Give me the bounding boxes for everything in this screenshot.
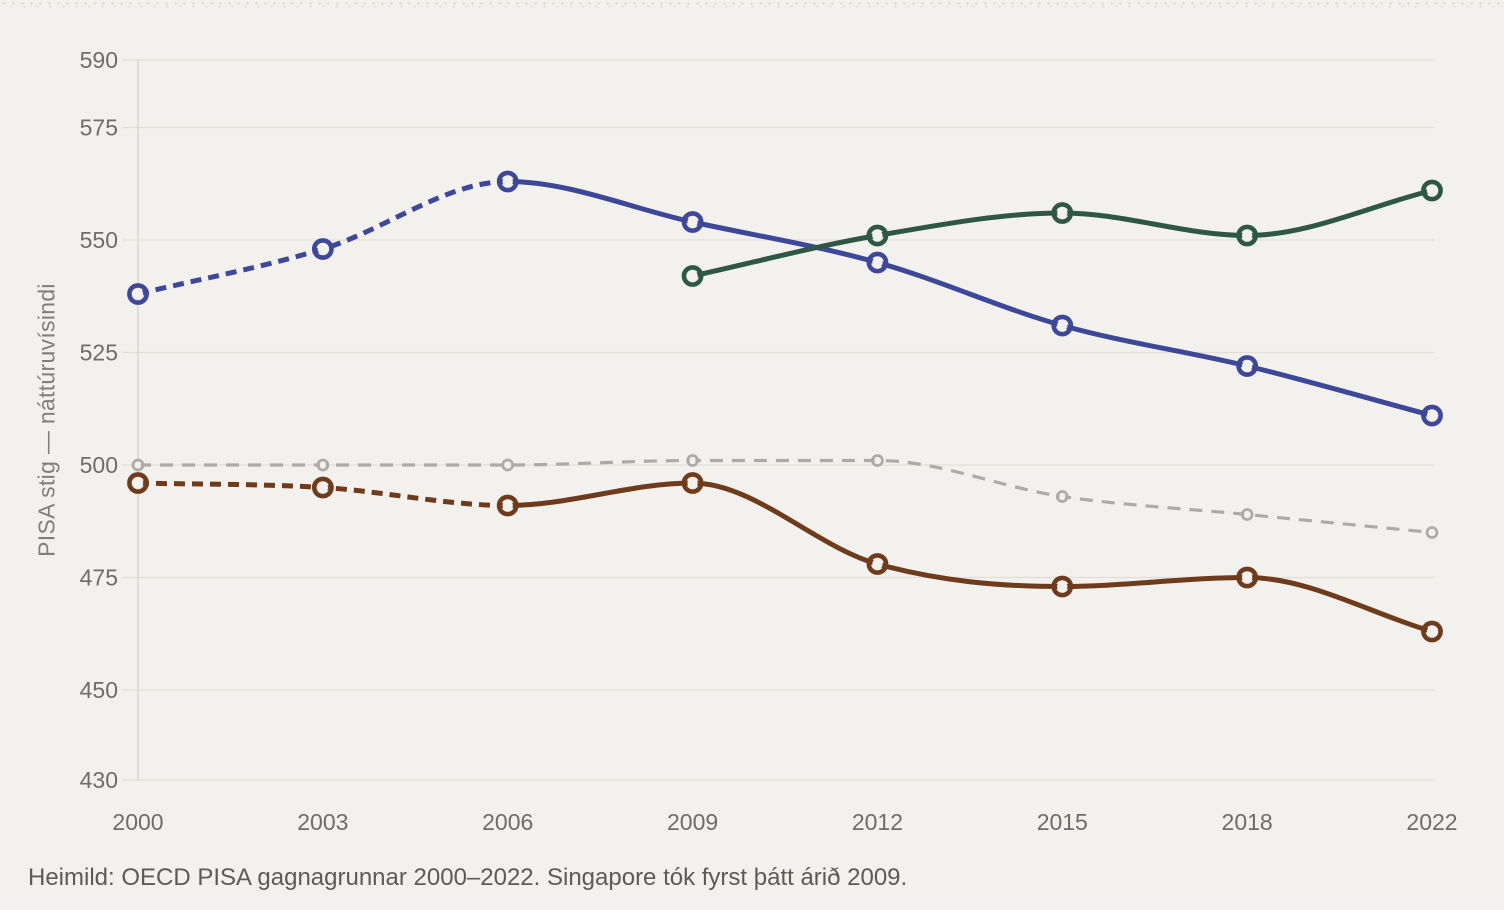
source-note: Heimild: OECD PISA gagnagrunnar 2000–202… — [28, 864, 908, 891]
gray-dashed-line-marker-fill-2006 — [504, 462, 511, 468]
brown-line-solid-segment — [507, 480, 1433, 634]
brown-line-marker-fill-2015 — [1057, 581, 1068, 592]
gray-dashed-line-marker-2003 — [316, 458, 330, 472]
y-tick-label-500: 500 — [80, 452, 118, 478]
brown-line-marker-2018 — [1236, 566, 1259, 589]
x-tick-label-2018: 2018 — [1222, 809, 1273, 835]
gray-dashed-line-marker-2022 — [1425, 526, 1439, 539]
brown-line-marker-2022 — [1421, 620, 1443, 643]
blue-line-marker-fill-2006 — [502, 176, 513, 187]
gray-dashed-line-marker-2009 — [686, 454, 699, 467]
blue-line-marker-2009 — [681, 211, 704, 233]
brown-line-marker-2006 — [496, 494, 519, 517]
blue-line-marker-fill-2009 — [687, 216, 698, 228]
brown-line-marker-fill-2018 — [1241, 572, 1253, 583]
top-dotted-border — [0, 0, 1504, 10]
brown-line-marker-2012 — [866, 553, 889, 575]
y-tick-label-450: 450 — [80, 677, 118, 703]
gray-dashed-line-marker-fill-2009 — [689, 457, 696, 464]
blue-line-marker-fill-2018 — [1241, 360, 1253, 372]
blue-line-marker-2015 — [1051, 314, 1074, 337]
blue-line-marker-2012 — [866, 251, 889, 274]
brown-line-marker-2000 — [127, 472, 149, 494]
gray-dashed-line-marker-2000 — [131, 458, 145, 472]
y-tick-label-550: 550 — [80, 227, 118, 253]
gray-dashed-line-marker-2018 — [1240, 508, 1254, 521]
brown-line-marker-fill-2012 — [872, 558, 883, 570]
green-line-marker-2015 — [1051, 202, 1074, 224]
blue-line-marker-2000 — [127, 283, 149, 305]
blue-line-marker-fill-2015 — [1057, 320, 1068, 331]
brown-line-marker-fill-2003 — [317, 482, 329, 493]
green-line-marker-2022 — [1421, 179, 1443, 202]
blue-line-marker-fill-2012 — [872, 257, 883, 268]
blue-line-marker-2022 — [1421, 404, 1443, 427]
brown-line-marker-2015 — [1051, 575, 1074, 598]
brown-line-marker-fill-2009 — [687, 477, 698, 489]
y-tick-label-525: 525 — [80, 340, 118, 366]
green-line-marker-fill-2022 — [1426, 185, 1438, 196]
gray-dashed-line-dashed-segment — [138, 458, 1433, 535]
gray-dashed-line-marker-fill-2003 — [319, 462, 326, 468]
blue-line-marker-2018 — [1236, 355, 1259, 377]
green-line-marker-fill-2009 — [687, 270, 698, 282]
gray-dashed-line-marker-fill-2015 — [1059, 493, 1066, 500]
blue-line-marker-2003 — [311, 238, 334, 260]
blue-line-marker-fill-2022 — [1426, 410, 1438, 421]
x-tick-label-2015: 2015 — [1037, 809, 1088, 835]
gray-dashed-line-marker-2015 — [1055, 490, 1069, 503]
green-line-marker-2009 — [681, 265, 704, 287]
brown-line-marker-2009 — [681, 472, 704, 494]
x-tick-label-2012: 2012 — [852, 809, 903, 835]
brown-line-marker-fill-2000 — [132, 477, 144, 489]
green-line-marker-2012 — [866, 224, 889, 247]
x-tick-label-2003: 2003 — [297, 809, 348, 835]
green-line-marker-2018 — [1236, 224, 1259, 247]
blue-line-solid-segment — [507, 179, 1433, 418]
blue-line-dashed-segment — [137, 179, 508, 297]
blue-line-marker-2006 — [496, 170, 519, 193]
y-tick-label-575: 575 — [80, 115, 118, 141]
x-tick-label-2022: 2022 — [1406, 809, 1457, 835]
y-tick-label-430: 430 — [80, 767, 118, 793]
gray-dashed-line-marker-fill-2012 — [874, 457, 881, 464]
brown-line-marker-2003 — [311, 476, 334, 499]
green-line-marker-fill-2018 — [1241, 230, 1253, 241]
green-line-marker-fill-2015 — [1057, 207, 1068, 219]
green-line-marker-fill-2012 — [872, 230, 883, 241]
brown-line-marker-fill-2022 — [1426, 626, 1438, 637]
x-tick-label-2000: 2000 — [112, 809, 163, 835]
blue-line-marker-fill-2003 — [317, 243, 329, 255]
blue-line-marker-fill-2000 — [132, 288, 144, 300]
y-tick-label-475: 475 — [80, 565, 118, 591]
y-tick-label-590: 590 — [80, 47, 118, 73]
gray-dashed-line-marker-fill-2022 — [1429, 529, 1435, 536]
gray-dashed-line-marker-2012 — [871, 454, 884, 467]
brown-line-marker-fill-2006 — [502, 500, 513, 511]
x-tick-label-2009: 2009 — [667, 809, 718, 835]
x-tick-label-2006: 2006 — [482, 809, 533, 835]
gray-dashed-line-marker-fill-2000 — [135, 462, 141, 468]
gray-dashed-line-marker-fill-2018 — [1244, 511, 1251, 518]
gray-dashed-line-marker-2006 — [501, 458, 515, 472]
